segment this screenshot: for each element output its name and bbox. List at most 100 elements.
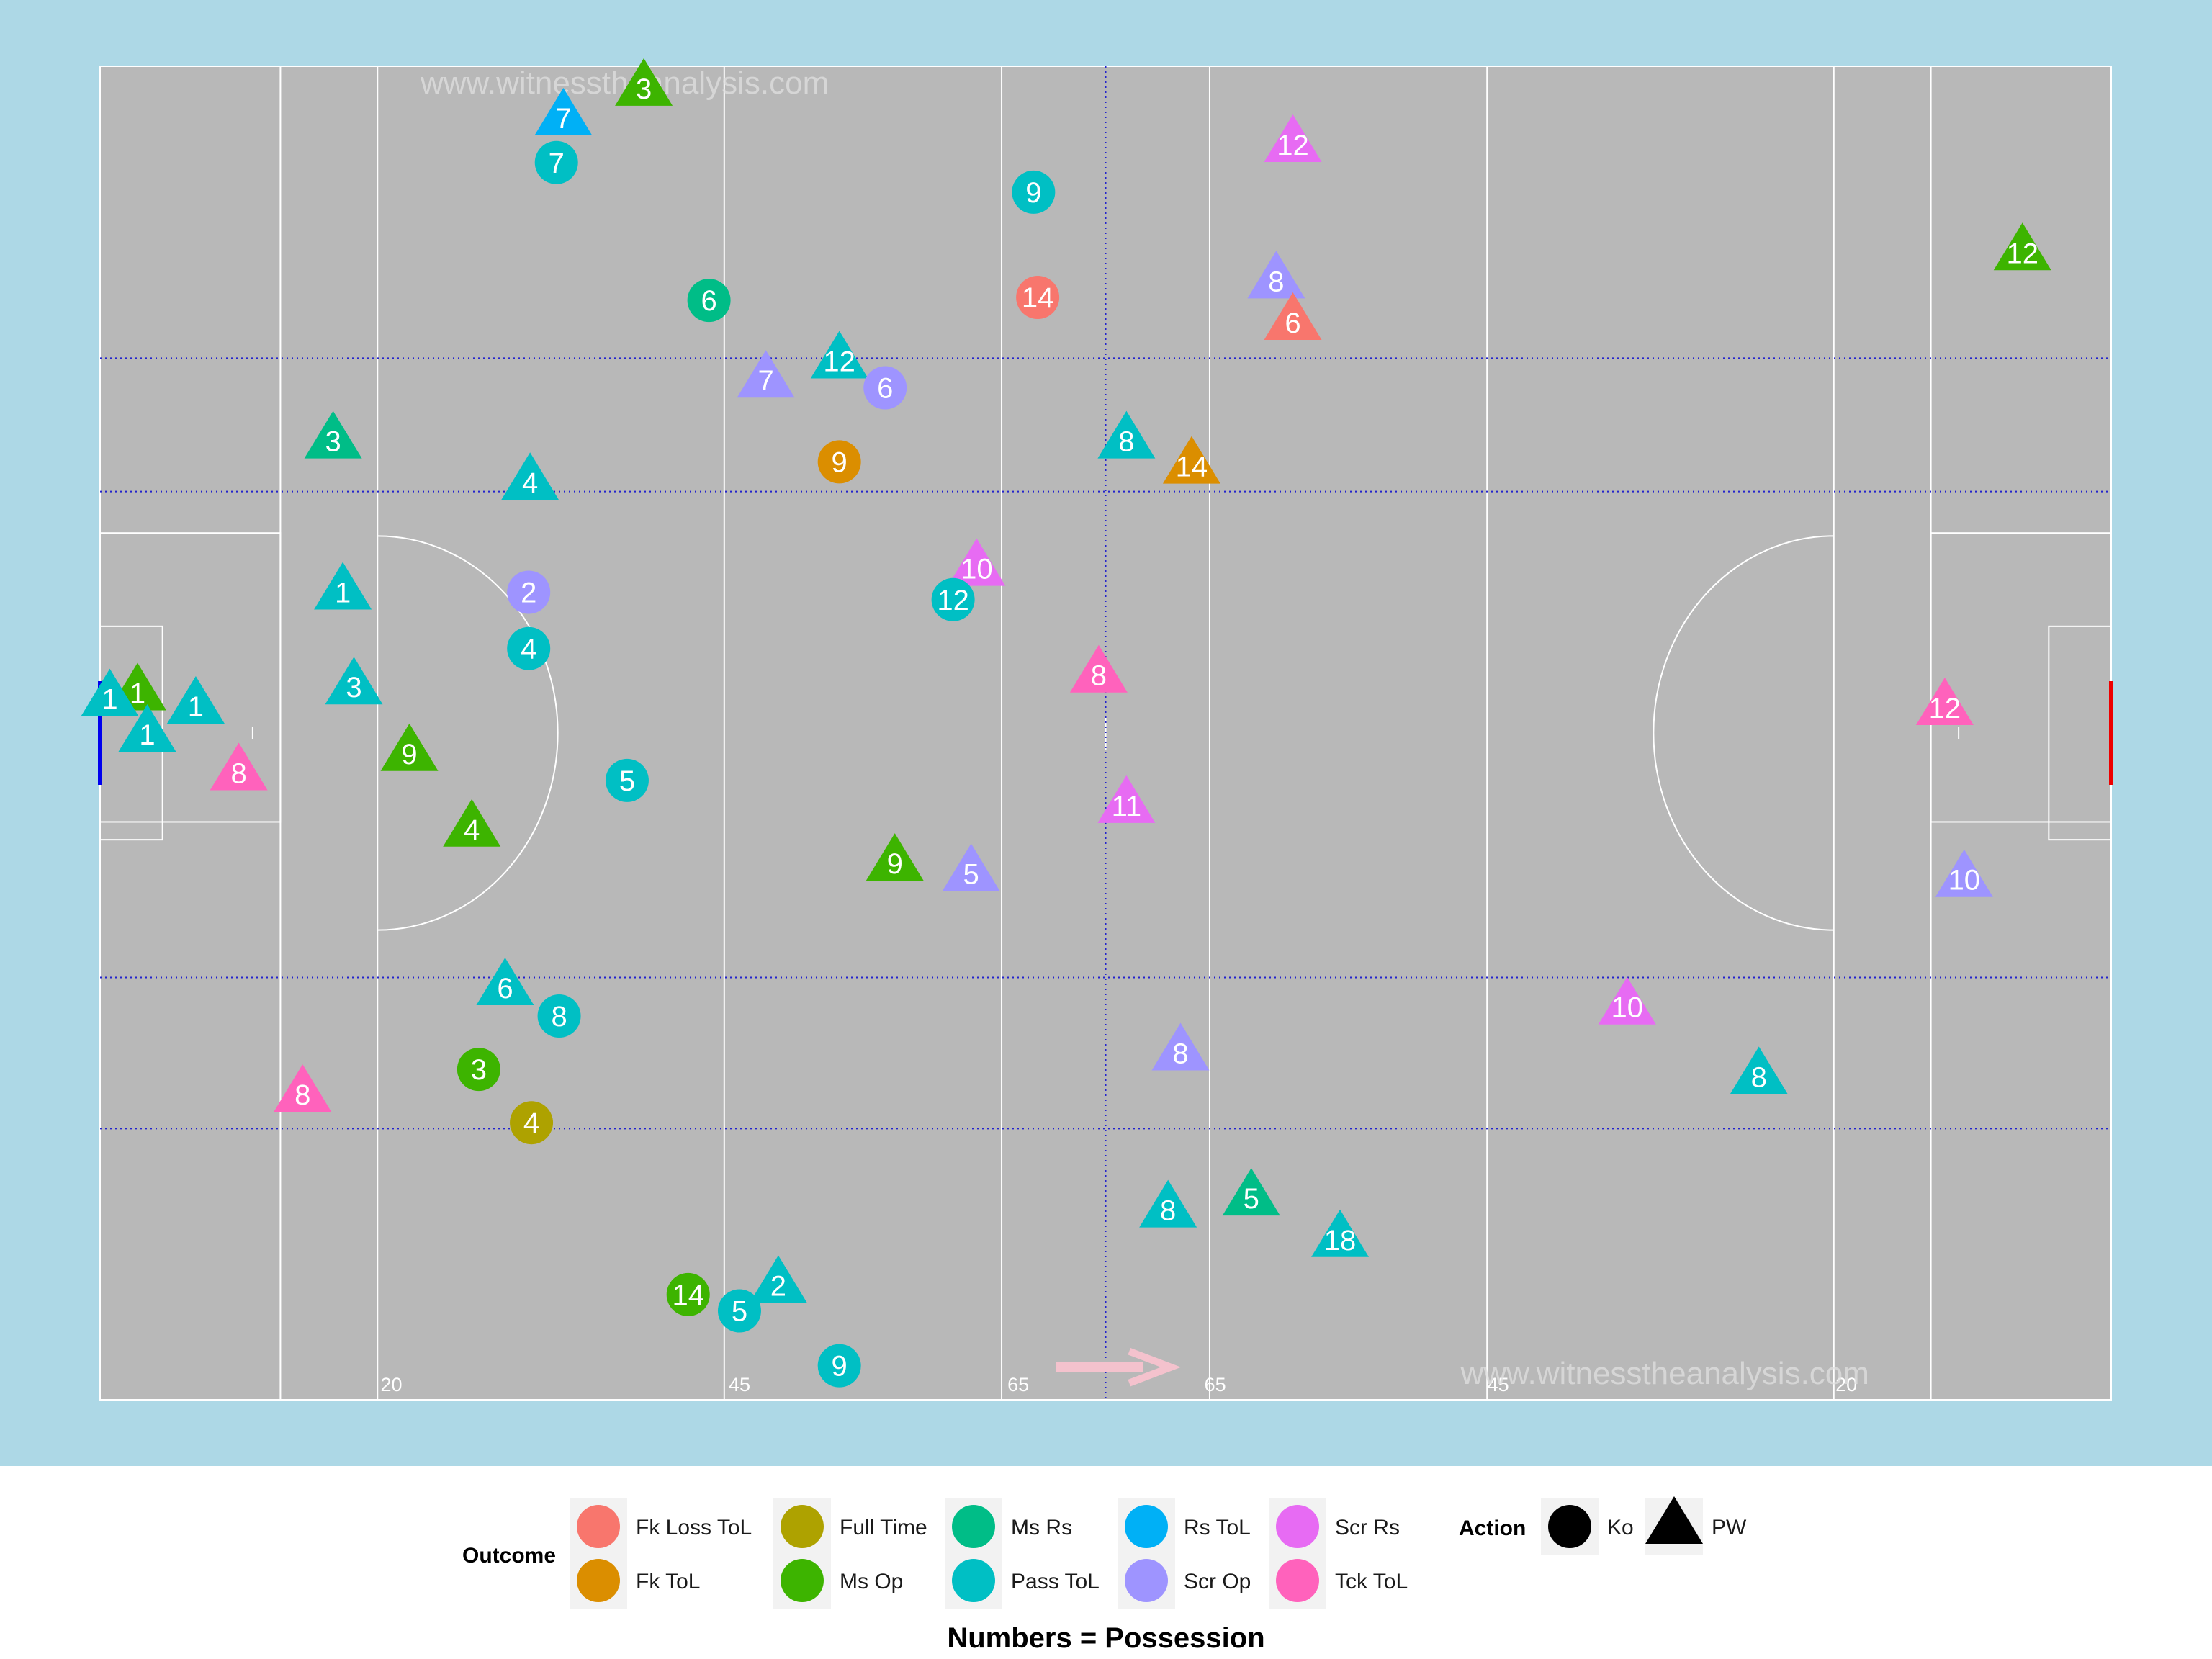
data-point: 8 xyxy=(1069,644,1128,693)
point-marker-circle xyxy=(717,1289,761,1333)
point-label: 12 xyxy=(2006,238,2038,269)
point-label: 8 xyxy=(295,1079,310,1111)
point-marker-triangle xyxy=(501,452,559,500)
point-marker-circle xyxy=(863,366,907,410)
point-label: 2 xyxy=(770,1271,786,1303)
data-point: 6 xyxy=(863,366,907,410)
point-marker-circle xyxy=(510,1101,554,1145)
point-label: 14 xyxy=(672,1280,704,1311)
legend-action-swatch xyxy=(1548,1505,1591,1548)
data-point: 10 xyxy=(1598,976,1656,1025)
distance-label: 20 xyxy=(380,1374,402,1395)
distance-label: 65 xyxy=(1007,1374,1029,1395)
point-marker-circle xyxy=(534,140,578,184)
data-point: 8 xyxy=(1247,251,1305,299)
data-point: 2 xyxy=(749,1255,807,1303)
legend-outcome-item: Ms Rs xyxy=(945,1498,1072,1555)
data-point: 8 xyxy=(1097,410,1156,459)
point-marker-triangle xyxy=(866,833,924,881)
legend-key-swatch xyxy=(781,1559,824,1602)
legend-action-label: Ko xyxy=(1607,1516,1634,1539)
legend-outcome-item: Rs ToL xyxy=(1118,1498,1251,1555)
legend-outcome-label: Fk ToL xyxy=(636,1570,701,1593)
data-point: 12 xyxy=(810,331,868,379)
legend-action-item: Ko xyxy=(1541,1498,1634,1555)
data-point: 3 xyxy=(304,410,362,459)
legend-outcome-label: Tck ToL xyxy=(1335,1570,1408,1593)
point-marker-circle xyxy=(537,994,581,1038)
data-point: 9 xyxy=(817,1344,861,1388)
point-label: 5 xyxy=(1244,1183,1259,1215)
legend-action-item: PW xyxy=(1645,1496,1747,1555)
legend-outcome-label: Ms Op xyxy=(840,1570,903,1593)
data-point: 8 xyxy=(1139,1179,1197,1228)
point-marker-triangle xyxy=(1730,1046,1788,1094)
legend-outcome-label: Ms Rs xyxy=(1011,1516,1072,1539)
data-point: 5 xyxy=(1222,1168,1280,1216)
point-label: 9 xyxy=(1025,177,1041,209)
data-point: 14 xyxy=(1016,276,1060,320)
legend-action-swatch xyxy=(1645,1496,1703,1544)
data-point: 1 xyxy=(166,675,225,724)
point-label: 9 xyxy=(832,1351,848,1382)
pitch: 20 45 65 65 45 20www.witnesstheanalysis.comww… xyxy=(98,66,2113,1401)
point-marker-triangle xyxy=(1311,1209,1370,1257)
point-marker-triangle xyxy=(1993,222,2051,271)
point-marker-circle xyxy=(1016,276,1060,320)
point-label: 14 xyxy=(1176,451,1208,483)
point-label: 3 xyxy=(636,73,652,105)
data-point: 5 xyxy=(605,758,649,802)
point-label: 12 xyxy=(1929,693,1961,724)
legend-outcome-item: Fk Loss ToL xyxy=(570,1498,752,1555)
point-label: 10 xyxy=(1948,865,1981,896)
legend-outcome-item: Tck ToL xyxy=(1269,1552,1408,1609)
point-label: 18 xyxy=(1324,1225,1357,1256)
point-marker-circle xyxy=(931,577,975,621)
distance-label: 65 xyxy=(1205,1374,1226,1395)
legend-outcome-label: Fk Loss ToL xyxy=(636,1516,752,1539)
point-marker-triangle xyxy=(314,562,372,610)
legend-outcome-label: Pass ToL xyxy=(1011,1570,1100,1593)
data-point: 1 xyxy=(81,668,139,716)
point-label: 3 xyxy=(325,426,341,458)
data-point: 4 xyxy=(507,626,551,670)
point-marker-triangle xyxy=(942,843,1000,891)
data-point: 7 xyxy=(534,140,578,184)
point-marker-triangle xyxy=(1139,1179,1197,1228)
legend-key-swatch xyxy=(1125,1559,1168,1602)
point-marker-triangle xyxy=(1097,410,1156,459)
legend-key-swatch xyxy=(781,1505,824,1548)
point-label: 14 xyxy=(1022,282,1054,314)
point-marker-triangle xyxy=(1097,775,1156,823)
point-marker-triangle xyxy=(810,331,868,379)
point-marker-circle xyxy=(817,1344,861,1388)
legend-key-swatch xyxy=(577,1559,620,1602)
point-marker-triangle xyxy=(1247,251,1305,299)
point-marker-circle xyxy=(666,1272,710,1316)
legend: Outcome Action Numbers = Possession Fk L… xyxy=(462,1496,1747,1654)
point-label: 5 xyxy=(619,765,635,797)
legend-key-swatch xyxy=(1276,1559,1319,1602)
legend-outcome-item: Fk ToL xyxy=(570,1552,701,1609)
data-point: 9 xyxy=(866,833,924,881)
point-marker-triangle xyxy=(166,675,225,724)
point-marker-circle xyxy=(507,626,551,670)
caption: Numbers = Possession xyxy=(947,1622,1264,1654)
data-point: 9 xyxy=(380,723,439,771)
point-marker-triangle xyxy=(443,799,501,847)
data-point: 12 xyxy=(1915,678,1974,726)
distance-label: 20 xyxy=(1835,1374,1857,1395)
point-label: 10 xyxy=(1611,992,1644,1024)
point-label: 7 xyxy=(757,365,773,397)
point-marker-triangle xyxy=(749,1255,807,1303)
point-marker-circle xyxy=(687,279,731,323)
data-point: 10 xyxy=(1935,849,1993,897)
point-marker-circle xyxy=(817,440,861,484)
point-marker-circle xyxy=(605,758,649,802)
data-point: 4 xyxy=(510,1101,554,1145)
point-marker-circle xyxy=(507,570,551,614)
data-point: 1 xyxy=(314,562,372,610)
point-marker-triangle xyxy=(304,410,362,459)
